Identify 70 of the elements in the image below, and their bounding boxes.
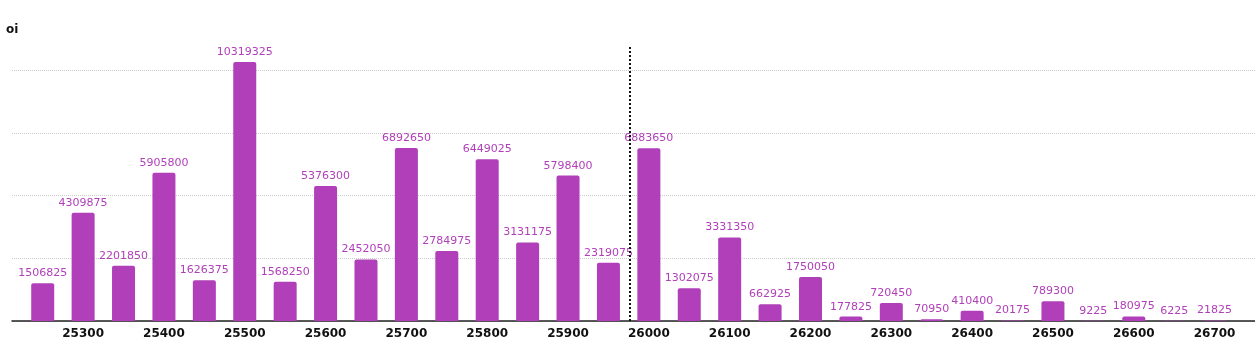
x-tick-label: 26700 [1193, 326, 1236, 340]
data-label: 2452050 [341, 242, 391, 256]
bar [71, 212, 95, 321]
data-label: 6883650 [624, 131, 674, 145]
data-label: 5798400 [543, 158, 593, 172]
data-label: 789300 [1031, 284, 1074, 298]
x-tick-label: 26300 [870, 326, 913, 340]
bar [112, 265, 136, 321]
bar [1041, 301, 1065, 321]
data-label: 9225 [1079, 303, 1108, 317]
bar [718, 237, 742, 321]
data-label: 2784975 [422, 234, 472, 248]
bar [354, 259, 378, 321]
x-tick-label: 25500 [223, 326, 266, 340]
x-tick-label: 25400 [143, 326, 185, 340]
bar [394, 148, 418, 321]
data-label: 6449025 [462, 142, 512, 156]
data-label: 2201850 [99, 248, 149, 262]
x-tick-label: 26400 [951, 326, 994, 340]
data-label: 1506825 [18, 266, 68, 280]
bar [516, 242, 540, 321]
data-label: 5376300 [301, 169, 351, 183]
data-label: 21825 [1197, 303, 1233, 317]
bar [31, 283, 55, 321]
data-label: 1750050 [785, 260, 835, 274]
bar [152, 172, 176, 321]
x-tick-label: 26100 [708, 326, 751, 340]
y-axis-title: oi [6, 22, 19, 36]
x-tick-label: 25700 [385, 326, 428, 340]
bar [758, 304, 782, 321]
data-label: 6892650 [381, 131, 431, 145]
data-label: 5905800 [139, 155, 189, 169]
bar [233, 62, 257, 321]
x-tick-label: 25900 [547, 326, 589, 340]
bar [475, 159, 499, 321]
data-label: 1568250 [260, 264, 310, 278]
x-tick-label: 26200 [789, 326, 832, 340]
bar [1122, 316, 1146, 321]
bar [596, 262, 620, 321]
x-tick-label: 26500 [1032, 326, 1074, 340]
bar [839, 316, 863, 321]
bar [273, 281, 297, 321]
x-tick-label: 25800 [466, 326, 509, 340]
data-label: 177825 [829, 299, 872, 313]
bar [435, 251, 459, 321]
data-label: 410400 [951, 293, 994, 307]
bar [960, 310, 984, 321]
data-label: 3131175 [503, 225, 553, 239]
data-label: 3331350 [705, 220, 755, 234]
bar [677, 288, 701, 321]
data-label: 10319325 [216, 45, 273, 59]
data-label: 6225 [1160, 303, 1189, 317]
x-tick-label: 25600 [304, 326, 347, 340]
data-label: 662925 [749, 287, 792, 301]
x-tick-label: 26600 [1112, 326, 1155, 340]
data-label: 4309875 [58, 195, 108, 209]
bar [798, 277, 822, 321]
bar [192, 280, 216, 321]
bar [314, 186, 338, 321]
bar [556, 175, 580, 321]
data-label: 1302075 [664, 271, 714, 285]
x-tick-label: 26000 [627, 326, 670, 340]
data-label: 1626375 [179, 263, 229, 277]
data-label: 20175 [995, 303, 1031, 317]
data-label: 70950 [914, 302, 950, 316]
data-label: 720450 [870, 285, 913, 299]
bar [637, 148, 661, 321]
data-label: 180975 [1112, 299, 1155, 313]
x-tick-label: 25300 [62, 326, 104, 340]
bar [879, 302, 903, 321]
